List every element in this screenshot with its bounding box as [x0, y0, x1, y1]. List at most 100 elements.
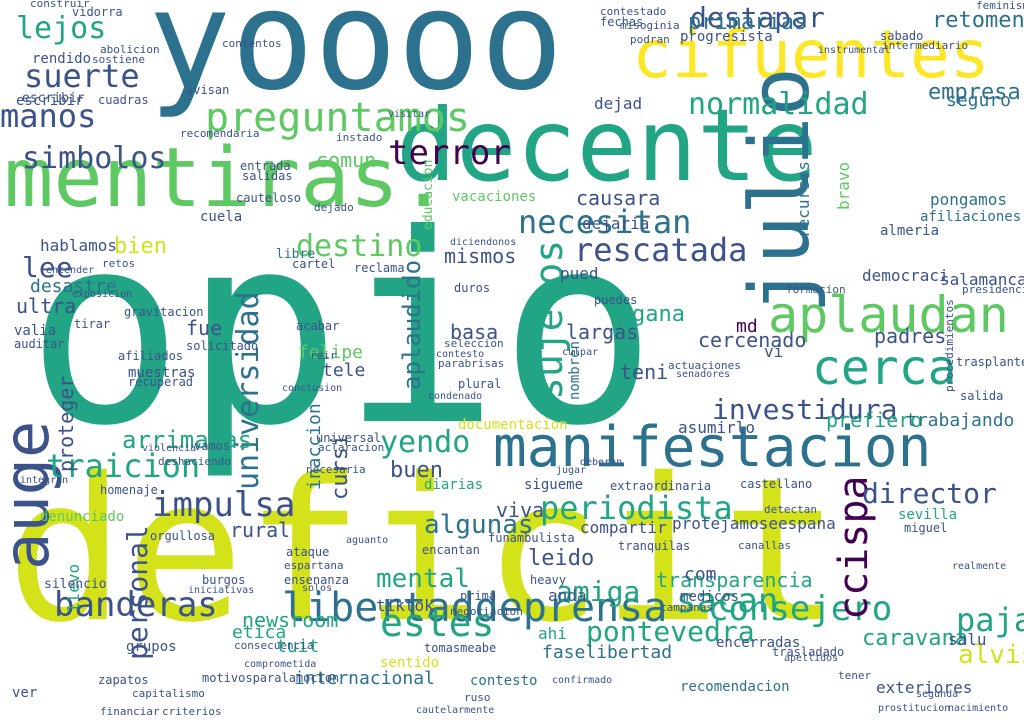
word-progresista: progresista — [680, 29, 773, 45]
word-tirar: tirar — [74, 317, 111, 331]
word-aguanto: aguanto — [346, 535, 389, 546]
word-reclama: reclama — [354, 261, 405, 275]
word-trasplantes: trasplantes — [956, 355, 1024, 369]
word-muestras: muestras — [128, 365, 196, 381]
word-condenado: condenado — [428, 391, 483, 402]
word-instrumental: instrumental — [818, 45, 891, 56]
word-yendo: yendo — [380, 425, 471, 460]
word-deficit: deficit — [6, 435, 841, 666]
word-terror: terror — [388, 133, 511, 173]
word-educacion: educacion — [421, 159, 436, 230]
word-tuit: tuit — [276, 636, 320, 657]
word-medicos: medicos — [680, 589, 740, 605]
word-criterios: criterios — [162, 705, 222, 718]
word-dejado: dejado — [314, 201, 354, 214]
word-burgos: burgos — [202, 573, 246, 587]
word-miguel: miguel — [904, 521, 948, 535]
word-prostitucion: prostitucion — [878, 703, 951, 714]
word-prefiero: prefiero — [826, 408, 923, 432]
word-ruso: ruso — [464, 691, 491, 704]
word-financiar: financiar — [100, 705, 160, 718]
word-heavy: heavy — [530, 573, 567, 587]
word-documentacion: documentacion — [458, 417, 568, 433]
word-abolicion: abolicion — [100, 43, 160, 56]
word-contentos: contentos — [222, 37, 282, 50]
word-encerradas: encerradas — [716, 635, 801, 651]
word-cerca: cerca — [812, 340, 957, 396]
word-capitalismo: capitalismo — [132, 687, 205, 700]
word-extraordinaria: extraordinaria — [610, 479, 712, 493]
word-salamanca: salamanca — [940, 270, 1024, 289]
word-visitar: visitar — [388, 109, 431, 120]
word-necesaria: necesaria — [306, 463, 366, 476]
word-rural: rural — [230, 518, 291, 542]
word-fue: fue — [186, 316, 223, 340]
word-puedes: puedes — [594, 293, 638, 307]
word-almeria: almeria — [880, 223, 940, 239]
word-plural: plural — [458, 377, 502, 391]
word-asumirlo: asumirlo — [678, 418, 756, 437]
word-violencia: violencia — [142, 443, 197, 454]
word-mental: mental — [376, 564, 470, 594]
word-impulsa: impulsa — [152, 485, 296, 525]
word-proteger: proteger — [54, 375, 78, 472]
word-fechas: fechas — [600, 15, 644, 29]
word-preguntamos: preguntamos — [205, 95, 470, 141]
word-deberan: deberan — [580, 457, 623, 468]
word-entrada: entrada — [240, 159, 291, 173]
word-mismos: mismos — [444, 244, 517, 268]
word-consejero: consejero — [708, 589, 893, 629]
word-banderas: banderas — [54, 585, 218, 625]
word-podran: podran — [630, 33, 670, 46]
word-amiga: amiga — [556, 575, 641, 608]
word-afiliados: afiliados — [118, 349, 184, 363]
word-aplaudido: aplaudido — [398, 259, 426, 390]
word-basa: basa — [450, 320, 499, 344]
word-anda: anda — [548, 586, 587, 605]
word-sentido: sentido — [380, 655, 440, 671]
word-solicitado: solicitado — [186, 339, 259, 353]
word-cifuentes: cifuentes — [632, 16, 990, 93]
word-paja: paja — [956, 601, 1024, 639]
word-necesitan: necesitan — [518, 203, 692, 241]
word-buen: buen — [390, 458, 443, 483]
word-manifestacion: manifestacion — [493, 415, 932, 480]
word-escribir-2: escribir — [22, 91, 85, 106]
word-avisan: avisan — [186, 83, 230, 97]
word-feminismo: feminismo — [976, 0, 1024, 12]
word-exposicion: exposicion — [72, 289, 133, 300]
word-detectan: detectan — [764, 503, 817, 516]
word-duros: duros — [454, 281, 491, 295]
word-consecuencia: consecuencia — [234, 639, 314, 652]
word-cautelarmente: cautelarmente — [416, 705, 495, 716]
word-cauteloso: cauteloso — [236, 191, 302, 205]
word-funambulista: funambulista — [488, 531, 575, 545]
word-integran: integran — [20, 475, 69, 486]
word-tranquilas: tranquilas — [618, 539, 691, 553]
word-teni: teni — [620, 360, 669, 384]
word-contesto: contesto — [470, 673, 538, 689]
word-reir: reir — [310, 349, 337, 362]
word-recomendaria: recomendaria — [180, 127, 260, 140]
word-yoooo: yoooo — [148, 0, 564, 121]
word-recuperad: recuperad — [128, 375, 194, 389]
word-universidad: universidad — [231, 291, 266, 490]
word-nacimiento: nacimiento — [948, 703, 1009, 714]
word-vidorra: vidorra — [72, 5, 123, 19]
word-seguro: seguro — [946, 90, 1012, 111]
word-zapatos: zapatos — [98, 673, 149, 687]
word-director: director — [862, 477, 997, 510]
word-desastre: desastre — [30, 276, 117, 297]
word-newsroom: newsroom — [242, 608, 339, 632]
word-universal: universal — [316, 431, 382, 445]
word-confirmado: confirmado — [552, 675, 613, 686]
word-cuadras: cuadras — [98, 93, 149, 107]
word-faselibertad: faselibertad — [542, 642, 673, 663]
word-etica: etica — [232, 622, 287, 643]
word-empresa: empresa — [928, 80, 1021, 105]
word-aclaracion: aclaracion — [318, 441, 385, 454]
word-sacan: sacan — [676, 581, 779, 621]
word-libertaddeprensa: libertaddeprensa — [282, 585, 668, 631]
word-sostiene: sostiene — [92, 53, 145, 66]
word-gana: gana — [632, 302, 685, 327]
